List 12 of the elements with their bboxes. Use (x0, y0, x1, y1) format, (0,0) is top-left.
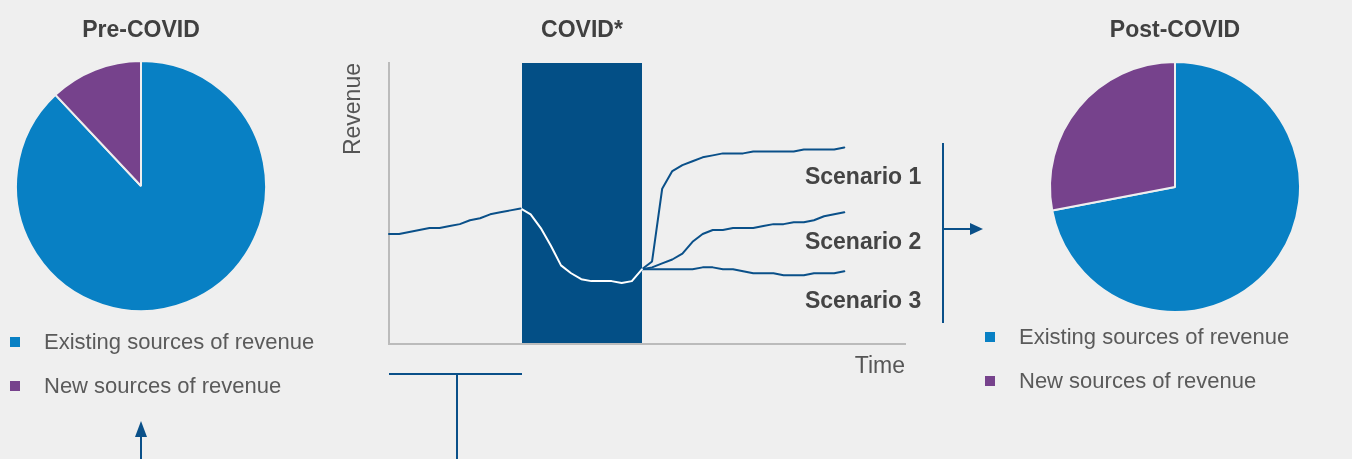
legend-label: Scenario 2 (804, 227, 922, 254)
series-label: Scenario 3 (804, 286, 922, 313)
x-axis-title: Time (854, 351, 905, 378)
legend-label: Existing sources of revenue (44, 329, 315, 355)
legend-label: New sources of revenue (44, 373, 282, 399)
y-axis-title: Revenue (339, 63, 366, 156)
legend-label: Existing sources of revenue (1019, 324, 1290, 350)
legend-label: New sources of revenue (1019, 368, 1257, 394)
chart-title: Post-COVID (1109, 16, 1241, 43)
chart-title: COVID* (541, 16, 623, 43)
series-label: Scenario 1 (804, 162, 922, 189)
chart-title: Pre-COVID (82, 16, 200, 43)
